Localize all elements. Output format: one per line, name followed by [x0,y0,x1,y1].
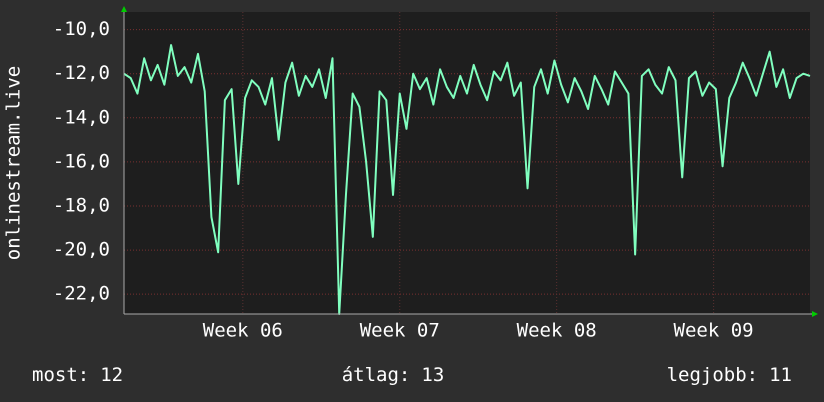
y-arrow [121,6,127,12]
stat: most: 12 [32,364,123,386]
stat-value: 11 [769,364,792,386]
y-tick-label: -10,0 [53,18,110,40]
x-tick-label: Week 07 [360,320,440,342]
stat-value: 13 [421,364,444,386]
stat: átlag: 13 [342,364,445,386]
stat-label: legjobb: [667,364,759,386]
y-tick-label: -18,0 [53,194,110,216]
stats: most: 12 átlag: 13 legjobb: 11 [32,364,792,386]
y-tick-label: -16,0 [53,150,110,172]
plot [123,44,811,315]
plot-area [124,12,810,314]
grid [124,12,810,314]
stat: legjobb: 11 [667,364,792,386]
x-tick-label: Week 06 [203,320,283,342]
y-axis-label: onlinestream.live [3,66,25,260]
y-tick-label: -14,0 [53,106,110,128]
y-tick-label: -12,0 [53,62,110,84]
y-tick-label: -20,0 [53,239,110,261]
data-line [123,44,811,315]
x-tick-label: Week 08 [517,320,597,342]
stat-label: átlag: [342,364,411,386]
y-tick-label: -22,0 [53,283,110,305]
stat-value: 12 [100,364,123,386]
x-arrow [812,311,818,317]
x-tick-label: Week 09 [674,320,754,342]
stat-label: most: [32,364,89,386]
